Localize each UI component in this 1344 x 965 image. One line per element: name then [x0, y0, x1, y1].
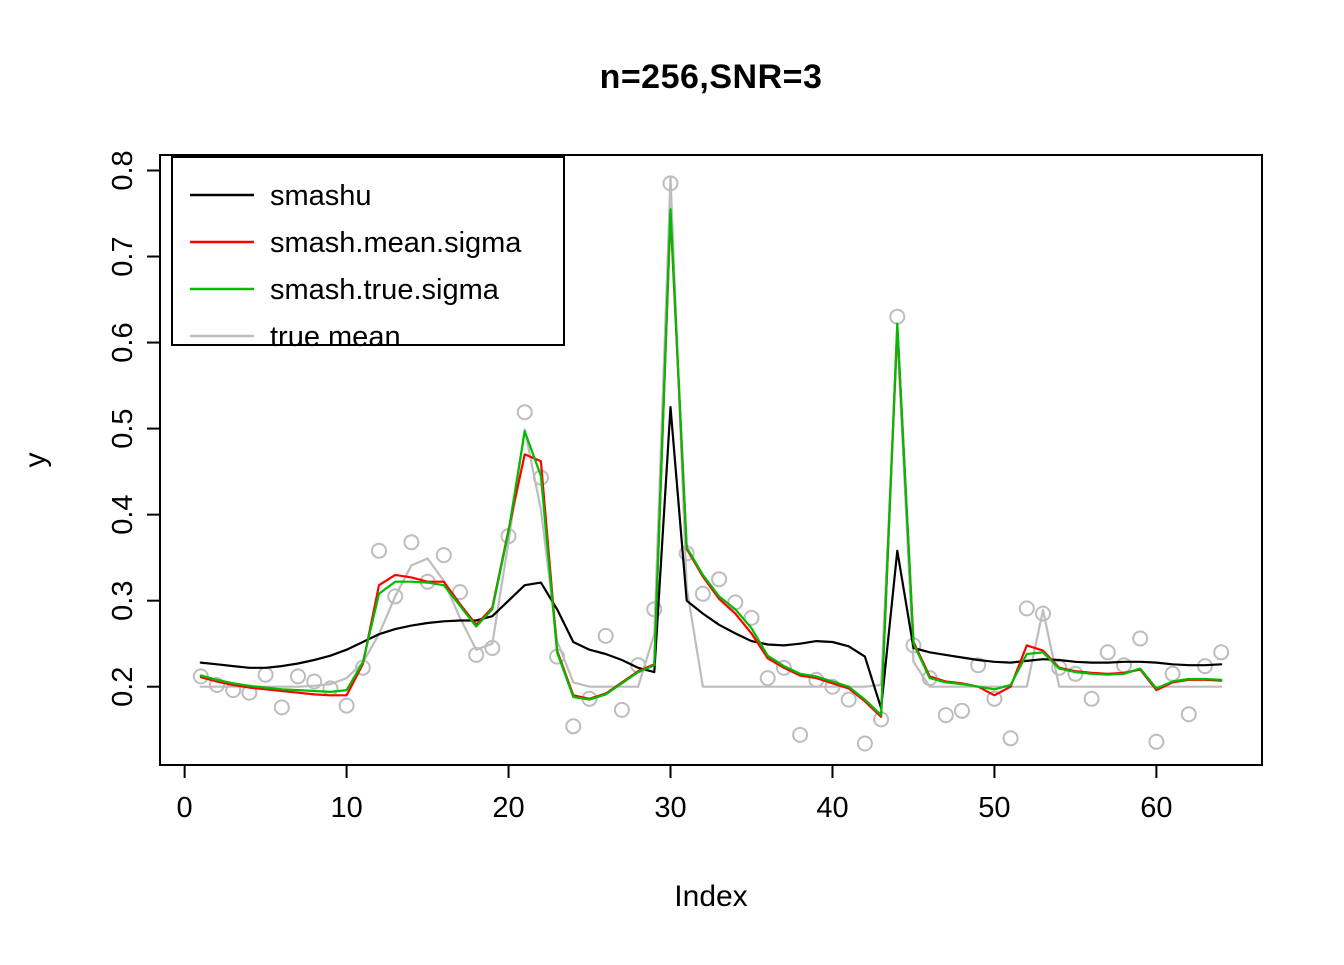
y-axis-label: y [19, 452, 52, 468]
observation-point [613, 701, 630, 718]
observation-point [209, 677, 225, 693]
observation-point [970, 657, 987, 674]
x-tick-label: 40 [816, 792, 848, 824]
observation-point [273, 699, 290, 716]
legend-label: smash.true.sigma [270, 274, 500, 306]
observation-point [338, 697, 355, 714]
observation-point [1213, 644, 1230, 661]
observation-point [1180, 706, 1197, 723]
observation-point [1083, 690, 1100, 707]
observation-point [1002, 730, 1019, 747]
observation-point [452, 584, 468, 601]
observation-point [1132, 630, 1149, 647]
observation-point [1099, 644, 1116, 661]
legend-label: smash.mean.sigma [270, 227, 522, 259]
observation-point [257, 666, 274, 683]
chart-title: n=256,SNR=3 [599, 58, 823, 96]
observation-point [840, 691, 857, 708]
y-tick-label: 0.5 [107, 408, 139, 448]
observation-point [1148, 733, 1165, 750]
observation-point [792, 726, 809, 743]
plot-box [159, 154, 1263, 766]
observation-point [387, 588, 404, 605]
y-tick-label: 0.4 [107, 494, 139, 534]
observation-point [889, 308, 906, 325]
observation-point [986, 690, 1003, 707]
y-tick-label: 0.3 [107, 581, 139, 621]
y-tick-label: 0.2 [107, 667, 139, 707]
x-axis-label: Index [674, 880, 748, 913]
observation-point [856, 735, 873, 752]
observation-point [743, 609, 760, 626]
observation-point [290, 668, 306, 685]
x-tick-label: 50 [978, 792, 1010, 824]
observation-point [759, 670, 776, 687]
legend-box [171, 156, 565, 346]
observation-point [727, 594, 744, 611]
observation-point [1116, 657, 1132, 674]
observation-point [565, 718, 582, 735]
y-tick-label: 0.7 [107, 236, 139, 276]
x-tick-label: 20 [492, 792, 524, 824]
observation-point [711, 571, 728, 588]
observation-point [306, 673, 323, 690]
observation-point [1035, 605, 1051, 622]
observation-point [516, 404, 533, 421]
observation-point [371, 542, 387, 559]
x-tick-label: 30 [654, 792, 686, 824]
series-line-true-mean [199, 176, 1223, 688]
observation-point [694, 585, 711, 602]
observation-point [403, 534, 420, 551]
observation-point [937, 707, 954, 724]
observation-point [775, 659, 792, 676]
observation-point [1164, 665, 1181, 682]
x-tick-label: 60 [1140, 792, 1172, 824]
observation-point [435, 547, 452, 564]
legend-label: true mean [270, 321, 401, 353]
observation-point [1018, 600, 1035, 617]
legend-label: smashu [270, 180, 372, 212]
y-tick-label: 0.8 [107, 150, 139, 190]
y-tick-label: 0.6 [107, 322, 139, 362]
series-line-smashu [199, 406, 1223, 710]
observation-point [954, 702, 970, 719]
observation-point [597, 627, 614, 644]
x-tick-label: 0 [177, 792, 193, 824]
observation-point [1067, 665, 1084, 682]
x-tick-label: 10 [330, 792, 362, 824]
series-line-smash-true-sigma [199, 208, 1223, 717]
